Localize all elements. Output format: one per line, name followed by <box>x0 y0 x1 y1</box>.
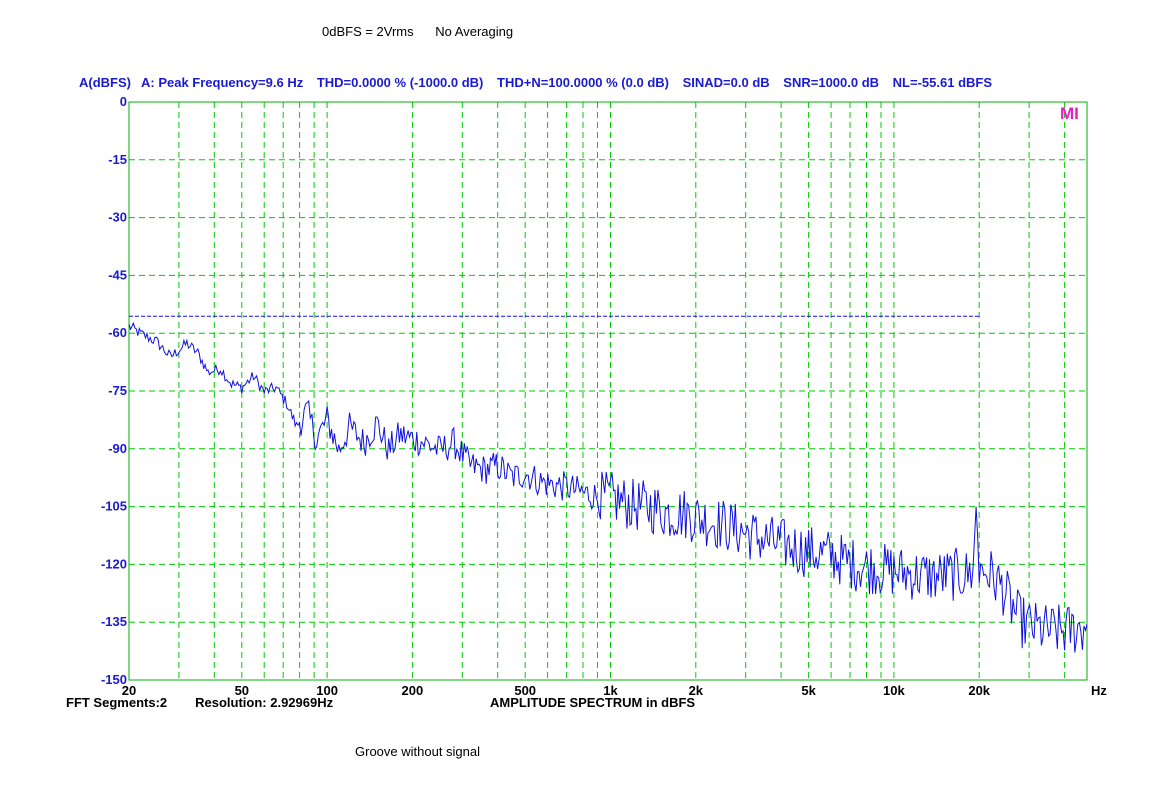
y-tick-label: -105 <box>101 499 127 514</box>
sinad-readout: SINAD=0.0 dB <box>682 75 770 90</box>
y-axis-ticks: 0 -15 -30 -45 -60 -75 -90 -105 -120 -135 -150 <box>101 94 127 687</box>
caption: Groove without signal <box>355 744 481 759</box>
x-tick-label: 100 <box>316 683 338 698</box>
y-tick-label: -150 <box>101 672 127 687</box>
y-tick-label: -135 <box>101 614 127 629</box>
y-tick-label: -60 <box>108 325 127 340</box>
y-tick-label: -15 <box>108 152 127 167</box>
y-tick-label: -45 <box>108 267 127 282</box>
chart-header: 0dBFS = 2Vrms No Averaging <box>322 24 531 39</box>
noise-level-readout: NL=-55.61 dBFS <box>892 75 993 90</box>
plot-frame <box>128 101 1088 681</box>
spectrum-trace <box>128 321 1088 653</box>
y-tick-label: 0 <box>120 94 127 109</box>
channel-label: A(dBFS) <box>79 75 131 90</box>
chart-gridlines <box>128 101 1087 681</box>
analyzer-logo: MI <box>1060 104 1079 123</box>
x-tick-label: 2k <box>689 683 704 698</box>
x-tick-label: 50 <box>235 683 249 698</box>
x-tick-label: 1k <box>603 683 618 698</box>
y-tick-label: -120 <box>101 556 127 571</box>
x-tick-label: 5k <box>801 683 816 698</box>
fft-segments-label: FFT Segments:2 <box>66 695 168 710</box>
measurement-summary: A(dBFS) A: Peak Frequency=9.6 Hz THD=0.00… <box>79 75 1002 90</box>
peak-frequency-readout: A: Peak Frequency=9.6 Hz <box>141 75 304 90</box>
x-tick-label: 500 <box>514 683 536 698</box>
x-tick-label: 20k <box>968 683 990 698</box>
resolution-label: Resolution: 2.92969Hz <box>195 695 334 710</box>
y-tick-label: -30 <box>108 210 127 225</box>
reference-level-label: 0dBFS = 2Vrms <box>322 24 414 39</box>
averaging-label: No Averaging <box>435 24 514 39</box>
y-tick-label: -75 <box>108 383 127 398</box>
fft-settings: FFT Segments:2 Resolution: 2.92969Hz <box>66 695 361 710</box>
x-tick-label: 10k <box>883 683 905 698</box>
x-tick-label: 20 <box>122 683 136 698</box>
y-tick-label: -90 <box>108 441 127 456</box>
chart-title: AMPLITUDE SPECTRUM in dBFS <box>490 695 696 710</box>
x-axis-ticks: 20 50 100 200 500 1k 2k 5k 10k 20k <box>122 683 991 698</box>
x-unit-label: Hz <box>1091 683 1107 698</box>
thdn-readout: THD+N=100.0000 % (0.0 dB) <box>497 75 669 90</box>
snr-readout: SNR=1000.0 dB <box>783 75 880 90</box>
x-tick-label: 200 <box>402 683 424 698</box>
thd-readout: THD=0.0000 % (-1000.0 dB) <box>316 75 484 90</box>
